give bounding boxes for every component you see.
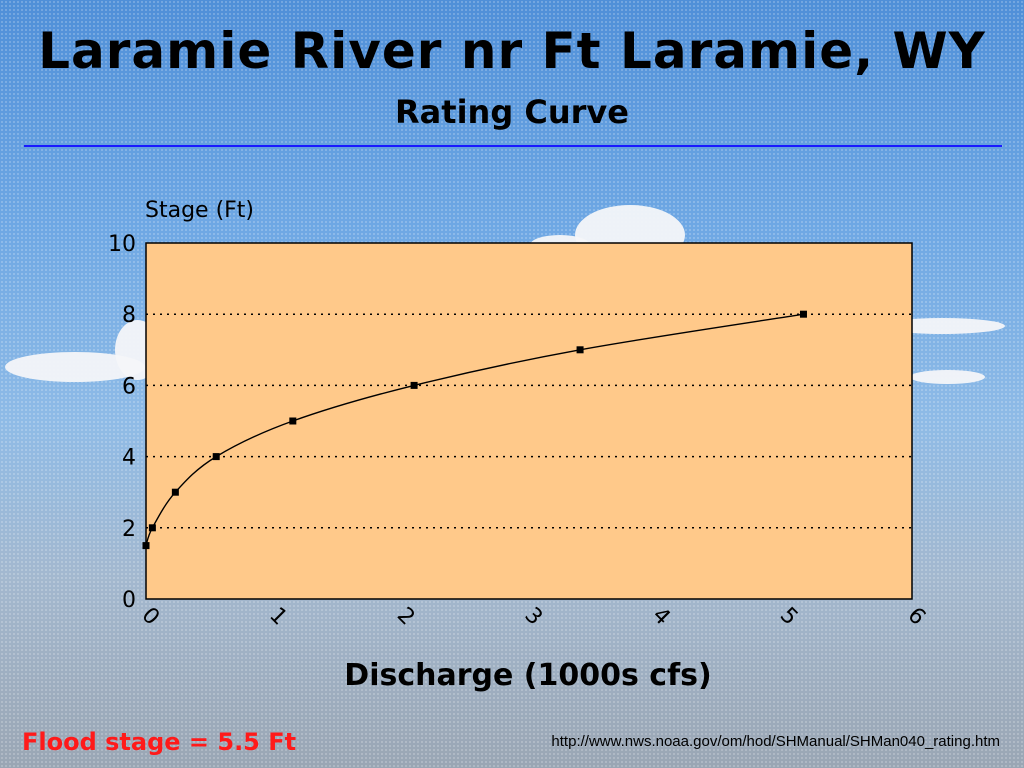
x-tick-label: 0 <box>137 603 165 631</box>
rating-curve-line <box>145 313 804 546</box>
data-points <box>142 310 807 550</box>
flood-stage-note: Flood stage = 5.5 Ft <box>22 728 297 756</box>
y-tick-labels: 0 2 4 6 8 10 <box>108 232 136 613</box>
grid-lines <box>146 313 912 529</box>
x-tick-label: 5 <box>775 603 803 631</box>
x-tick-labels: 0 1 2 3 4 5 6 <box>137 603 931 631</box>
y-tick-label: 8 <box>122 303 136 328</box>
y-tick-label: 6 <box>122 374 136 399</box>
title-divider <box>24 145 1002 147</box>
plot-area <box>145 242 913 600</box>
data-point <box>171 488 179 496</box>
x-tick-label: 3 <box>520 603 548 631</box>
x-axis-label: Discharge (1000s cfs) <box>344 658 712 693</box>
x-tick-label: 6 <box>903 603 931 631</box>
source-link[interactable]: http://www.nws.noaa.gov/om/hod/SHManual/… <box>551 733 1000 750</box>
y-tick-label: 4 <box>122 446 136 471</box>
x-tick-label: 1 <box>264 603 292 631</box>
data-point <box>576 346 584 354</box>
page-subtitle: Rating Curve <box>395 93 629 131</box>
data-point <box>289 417 297 425</box>
data-point <box>142 542 150 550</box>
data-point <box>799 310 807 318</box>
y-tick-label: 0 <box>122 588 136 613</box>
y-tick-label: 2 <box>122 517 136 542</box>
data-point <box>410 381 418 389</box>
data-point <box>212 453 220 461</box>
x-tick-label: 4 <box>647 603 675 631</box>
page-title: Laramie River nr Ft Laramie, WY <box>38 22 986 80</box>
y-tick-label: 10 <box>108 232 136 257</box>
x-tick-label: 2 <box>392 603 420 631</box>
data-point <box>148 524 156 532</box>
y-axis-label: Stage (Ft) <box>145 198 255 223</box>
